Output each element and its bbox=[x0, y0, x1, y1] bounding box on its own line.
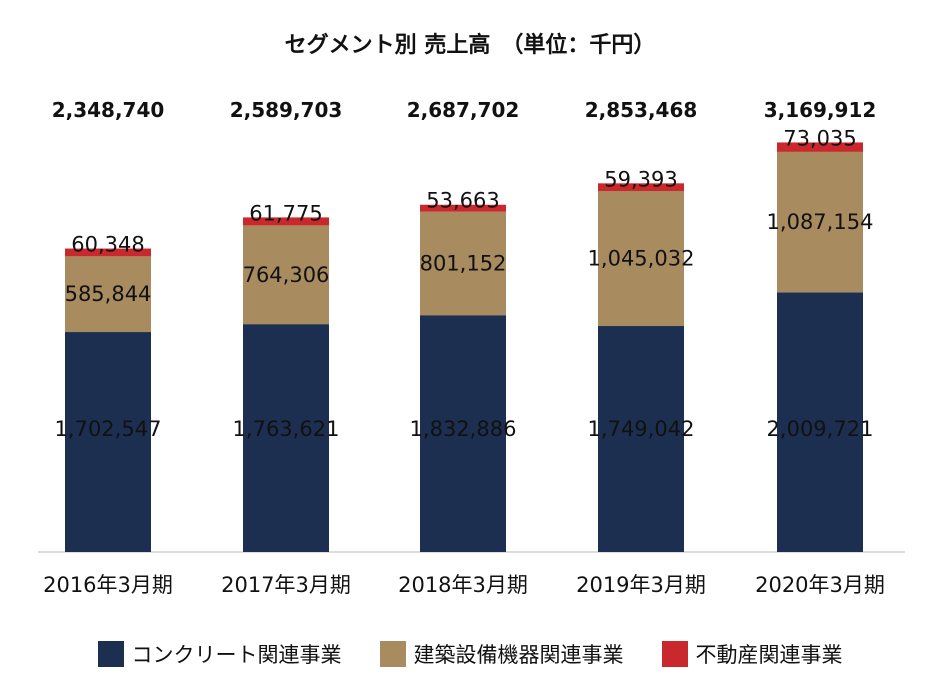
data-label-concrete-4: 1,749,042 bbox=[588, 417, 695, 441]
legend-item-building-equipment: 建築設備機器関連事業 bbox=[379, 639, 624, 669]
x-tick-label-1: 2016年3月期 bbox=[43, 573, 173, 597]
bar-segment-real-estate-3 bbox=[420, 204, 506, 212]
data-label-building-equipment-5: 1,087,154 bbox=[767, 210, 874, 234]
bar-segment-building-equipment-5 bbox=[777, 151, 863, 293]
data-label-real-estate-3: 53,663 bbox=[426, 189, 499, 213]
data-label-concrete-3: 1,832,886 bbox=[410, 417, 517, 441]
total-label-3: 2,687,702 bbox=[407, 98, 520, 122]
legend: コンクリート関連事業 建築設備機器関連事業 不動産関連事業 bbox=[0, 634, 940, 674]
bar-segment-real-estate-2 bbox=[243, 217, 329, 226]
data-label-building-equipment-2: 764,306 bbox=[243, 263, 330, 287]
chart-title: セグメント別 売上高 （単位：千円） bbox=[285, 32, 656, 58]
data-label-real-estate-1: 60,348 bbox=[71, 233, 144, 257]
bar-segment-building-equipment-3 bbox=[420, 211, 506, 316]
data-label-concrete-2: 1,763,621 bbox=[233, 417, 340, 441]
legend-label-concrete: コンクリート関連事業 bbox=[131, 643, 342, 667]
data-label-real-estate-4: 59,393 bbox=[604, 167, 677, 191]
bar-segment-building-equipment-2 bbox=[243, 225, 329, 325]
bar-segment-concrete-1 bbox=[65, 332, 151, 552]
total-label-5: 3,169,912 bbox=[764, 98, 877, 122]
total-label-4: 2,853,468 bbox=[585, 98, 698, 122]
legend-swatch-real-estate bbox=[661, 641, 688, 667]
legend-item-concrete: コンクリート関連事業 bbox=[97, 639, 342, 669]
legend-label-building-equipment: 建築設備機器関連事業 bbox=[413, 643, 624, 667]
labels-group: 1,702,547 585,844 60,348 2,348,740 2016年3月期 1… bbox=[43, 98, 885, 597]
legend-swatch-building-equipment bbox=[379, 641, 406, 667]
bar-segment-concrete-2 bbox=[243, 324, 329, 552]
bar-segment-concrete-4 bbox=[598, 326, 684, 552]
bar-segment-real-estate-5 bbox=[777, 142, 863, 152]
data-label-concrete-1: 1,702,547 bbox=[55, 417, 162, 441]
total-label-2: 2,589,703 bbox=[230, 98, 343, 122]
data-label-concrete-5: 2,009,721 bbox=[767, 417, 874, 441]
legend-label-real-estate: 不動産関連事業 bbox=[695, 643, 843, 667]
x-tick-label-4: 2019年3月期 bbox=[576, 573, 706, 597]
total-label-1: 2,348,740 bbox=[52, 98, 165, 122]
data-label-building-equipment-1: 585,844 bbox=[65, 282, 152, 306]
legend-swatch-concrete bbox=[97, 641, 124, 667]
x-tick-label-5: 2020年3月期 bbox=[755, 573, 885, 597]
bar-segment-concrete-3 bbox=[420, 315, 506, 552]
data-label-real-estate-5: 73,035 bbox=[783, 126, 856, 150]
data-label-building-equipment-4: 1,045,032 bbox=[588, 247, 695, 271]
x-tick-label-3: 2018年3月期 bbox=[398, 573, 528, 597]
data-label-real-estate-2: 61,775 bbox=[249, 201, 322, 225]
bar-segment-building-equipment-1 bbox=[65, 256, 151, 333]
bar-segment-concrete-5 bbox=[777, 292, 863, 552]
bar-segment-building-equipment-4 bbox=[598, 191, 684, 327]
x-tick-label-2: 2017年3月期 bbox=[221, 573, 351, 597]
data-label-building-equipment-3: 801,152 bbox=[420, 251, 507, 275]
bar-segment-real-estate-4 bbox=[598, 183, 684, 192]
bars-group bbox=[65, 142, 863, 552]
bar-segment-real-estate-1 bbox=[65, 248, 151, 257]
legend-item-real-estate: 不動産関連事業 bbox=[661, 639, 843, 669]
